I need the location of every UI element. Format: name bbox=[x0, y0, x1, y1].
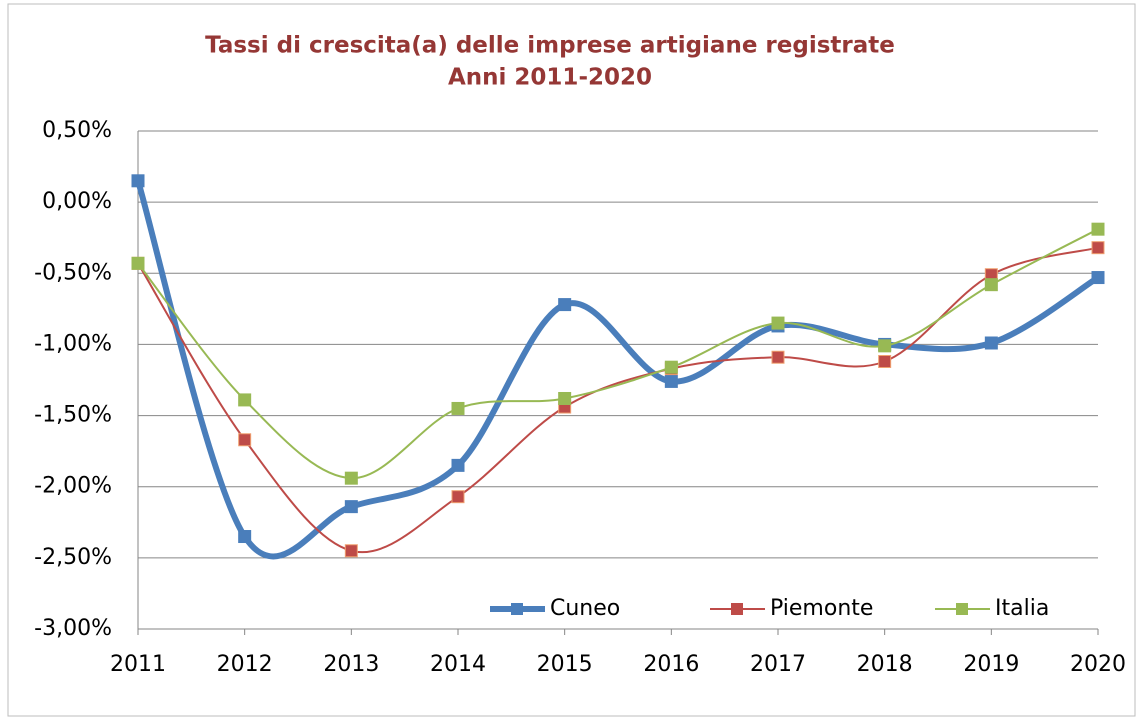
marker bbox=[1091, 241, 1105, 255]
marker bbox=[878, 339, 892, 353]
marker bbox=[664, 360, 678, 374]
legend-label: Italia bbox=[995, 596, 1049, 621]
marker bbox=[878, 355, 892, 369]
y-tick-label: -2,50% bbox=[34, 545, 112, 570]
legend-marker bbox=[731, 603, 743, 615]
marker bbox=[344, 471, 358, 485]
marker bbox=[984, 336, 998, 350]
marker bbox=[238, 530, 252, 544]
marker bbox=[984, 278, 998, 292]
legend-label: Piemonte bbox=[770, 596, 873, 621]
series-line bbox=[137, 246, 1099, 554]
chart-frame bbox=[7, 3, 1136, 717]
x-tick-label: 2017 bbox=[750, 652, 806, 677]
y-tick-label: -3,00% bbox=[34, 616, 112, 641]
legend-label: Cuneo bbox=[550, 596, 620, 621]
x-tick-label: 2020 bbox=[1070, 652, 1126, 677]
marker bbox=[238, 433, 252, 447]
marker bbox=[558, 298, 572, 312]
x-tick-label: 2015 bbox=[537, 652, 593, 677]
marker bbox=[664, 374, 678, 388]
legend-marker bbox=[956, 603, 968, 615]
marker bbox=[344, 544, 358, 558]
marker bbox=[558, 391, 572, 405]
y-tick-label: 0,00% bbox=[42, 189, 112, 214]
chart-title: Tassi di crescita(a) delle imprese artig… bbox=[205, 33, 895, 59]
x-tick-label: 2018 bbox=[857, 652, 913, 677]
marker bbox=[344, 500, 358, 514]
x-tick-label: 2012 bbox=[217, 652, 273, 677]
x-tick-label: 2013 bbox=[323, 652, 379, 677]
series-line bbox=[137, 228, 1099, 480]
y-tick-label: -1,00% bbox=[34, 331, 112, 356]
y-tick-label: -1,50% bbox=[34, 403, 112, 428]
marker bbox=[451, 401, 465, 415]
x-tick-label: 2019 bbox=[963, 652, 1019, 677]
marker bbox=[451, 458, 465, 472]
x-tick-label: 2016 bbox=[643, 652, 699, 677]
marker bbox=[771, 316, 785, 330]
marker bbox=[1091, 222, 1105, 236]
legend-marker bbox=[511, 603, 523, 615]
y-tick-label: -0,50% bbox=[34, 260, 112, 285]
marker bbox=[1091, 271, 1105, 285]
x-tick-label: 2014 bbox=[430, 652, 486, 677]
marker bbox=[131, 256, 145, 270]
marker bbox=[238, 393, 252, 407]
marker bbox=[771, 350, 785, 364]
x-tick-label: 2011 bbox=[110, 652, 166, 677]
chart-subtitle: Anni 2011-2020 bbox=[448, 65, 652, 91]
y-tick-label: -2,00% bbox=[34, 474, 112, 499]
marker bbox=[131, 174, 145, 188]
y-tick-label: 0,50% bbox=[42, 118, 112, 143]
marker bbox=[451, 490, 465, 504]
